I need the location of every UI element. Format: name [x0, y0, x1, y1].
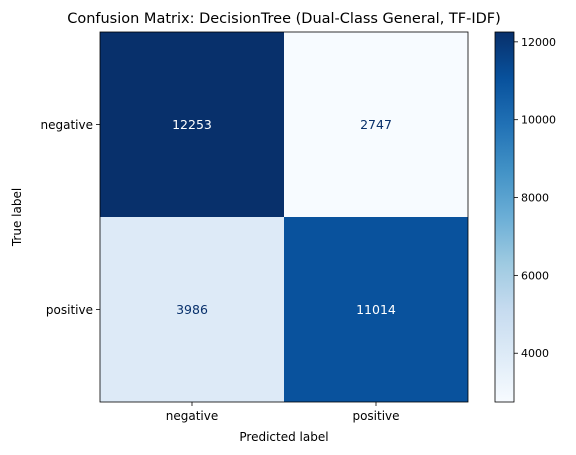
- chart-title: Confusion Matrix: DecisionTree (Dual-Cla…: [67, 11, 501, 27]
- y-tick-label: positive: [46, 303, 93, 317]
- y-tick-label: negative: [41, 118, 93, 132]
- colorbar-tick-label: 8000: [521, 192, 549, 205]
- x-axis-label: Predicted label: [239, 430, 328, 444]
- heatmap-cell: [284, 217, 468, 402]
- colorbar-tick-label: 10000: [521, 114, 556, 127]
- colorbar-ticks: 4000 6000 8000 10000 12000: [514, 36, 556, 360]
- y-axis-label: True label: [10, 188, 24, 247]
- cell-value-label: 12253: [172, 117, 212, 132]
- cell-value-labels: 12253 2747 3986 11014: [172, 117, 396, 317]
- heatmap-cell: [100, 32, 284, 217]
- heatmap-cells: [100, 32, 468, 402]
- colorbar-tick-label: 12000: [521, 36, 556, 49]
- plot-frame: [99, 31, 469, 403]
- colorbar-tick-label: 6000: [521, 269, 549, 282]
- cell-value-label: 2747: [360, 117, 392, 132]
- heatmap-cell: [100, 217, 284, 402]
- colorbar-tick-label: 4000: [521, 347, 549, 360]
- cell-value-label: 3986: [176, 302, 208, 317]
- y-axis-ticks: negative positive: [41, 118, 100, 317]
- cell-value-label: 11014: [356, 302, 396, 317]
- x-tick-label: negative: [166, 409, 218, 423]
- x-tick-label: positive: [352, 409, 399, 423]
- heatmap-cell: [284, 32, 468, 217]
- colorbar: [494, 31, 515, 403]
- x-axis-ticks: negative positive: [166, 402, 400, 423]
